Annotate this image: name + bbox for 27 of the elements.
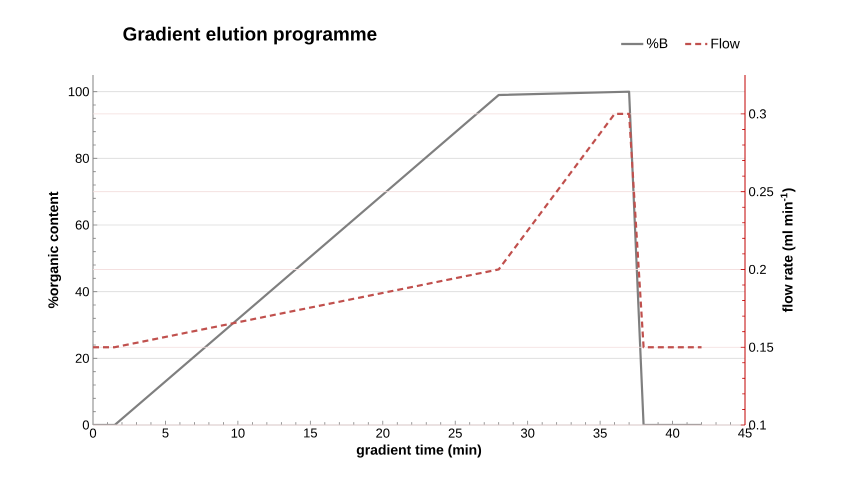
x-tick-label: 40 xyxy=(666,428,680,438)
y-tick-label: 80 xyxy=(76,154,89,163)
y-tick-label: 0 xyxy=(82,420,89,430)
x-tick-label: 35 xyxy=(593,428,607,438)
x-tick-label: 20 xyxy=(376,428,390,438)
legend-label: %B xyxy=(646,38,668,48)
x-tick-label: 45 xyxy=(738,428,752,438)
y-tick-label: 100 xyxy=(68,87,89,96)
y2-axis-title: flow rate (ml min$^{-1}$) xyxy=(780,188,796,312)
y-axis-title: %organic content xyxy=(48,192,62,308)
x-tick-label: 0 xyxy=(90,428,96,438)
y2-tick-label: 0.25 xyxy=(749,187,774,196)
y2-tick-label: 0.1 xyxy=(749,420,766,430)
x-tick-label: 30 xyxy=(520,428,534,438)
y2-tick-label: 0.3 xyxy=(749,109,766,118)
y2-tick-label: 0.15 xyxy=(749,342,774,352)
x-tick-label: 25 xyxy=(448,428,462,438)
x-axis-title: gradient time (min) xyxy=(356,444,482,458)
y-tick-label: 60 xyxy=(76,220,89,230)
legend-label: Flow xyxy=(712,38,740,48)
y2-tick-label: 0.2 xyxy=(749,264,766,274)
y-tick-label: 20 xyxy=(76,354,89,363)
y-tick-label: 40 xyxy=(75,287,89,296)
x-tick-label: 15 xyxy=(304,428,317,438)
chart-title: Gradient elution programme xyxy=(123,26,376,45)
x-tick-label: 10 xyxy=(232,428,245,438)
x-tick-label: 5 xyxy=(162,428,168,438)
